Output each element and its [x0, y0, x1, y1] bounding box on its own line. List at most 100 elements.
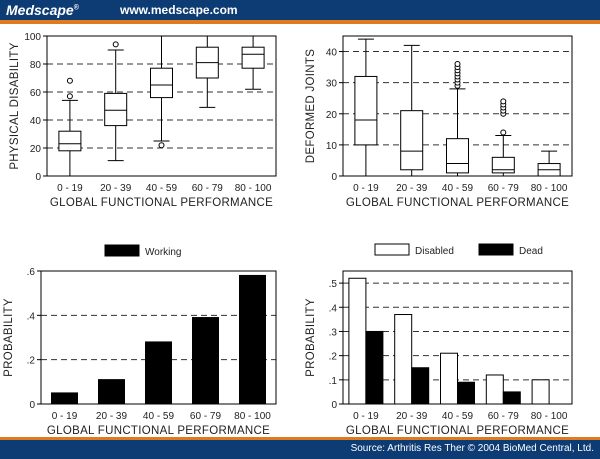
outlier-point: [66, 77, 73, 84]
x-tick-label: 80 - 100: [531, 411, 568, 422]
chart-panel-1: [43, 35, 277, 177]
box-iqr: [150, 67, 173, 99]
y-tick-label: 100: [24, 32, 41, 43]
y-tick-label: 20: [326, 110, 338, 121]
y-tick-label: .2: [27, 356, 36, 367]
y-tick-label: 60: [30, 88, 42, 99]
box-iqr: [104, 92, 128, 127]
y-tick-label: .4: [329, 303, 338, 314]
site-url[interactable]: www.medscape.com: [120, 3, 238, 17]
y-axis-title: PROBABILITY: [3, 298, 15, 377]
header-stripe: [0, 20, 600, 24]
outlier-point: [66, 93, 73, 100]
bar-working: [98, 379, 125, 405]
x-tick-label: 80 - 100: [234, 411, 271, 422]
box-iqr: [491, 156, 515, 174]
bar-dead: [502, 391, 521, 405]
box-iqr: [58, 130, 82, 152]
outlier-point: [112, 41, 119, 48]
plot-frame: [40, 270, 277, 405]
bar-working: [192, 317, 219, 405]
y-tick-label: 40: [326, 48, 338, 59]
plot-frame: [342, 270, 573, 405]
y-tick-label: .4: [27, 311, 36, 322]
outlier-point: [500, 98, 507, 105]
y-axis-title: PHYSICAL DISABILITY: [9, 42, 21, 169]
y-tick-label: 80: [30, 60, 42, 71]
x-tick-label: 60 - 79: [190, 411, 222, 422]
x-tick-label: 60 - 79: [192, 183, 224, 194]
header-bar: Medscape® www.medscape.com: [0, 0, 600, 20]
y-axis-title: DEFORMED JOINTS: [305, 49, 317, 163]
legend-swatch-working: [104, 244, 140, 257]
x-axis-title: GLOBAL FUNCTIONAL PERFORMANCE: [346, 197, 569, 209]
y-tick-label: 20: [30, 144, 42, 155]
bar-working: [51, 392, 78, 405]
bar-disabled: [531, 379, 550, 405]
x-tick-label: 0 - 19: [353, 183, 379, 194]
legend-swatch-dead: [478, 243, 514, 256]
x-tick-label: 40 - 59: [146, 183, 178, 194]
x-tick-label: 20 - 39: [396, 411, 428, 422]
box-iqr: [354, 75, 378, 146]
x-tick-label: 20 - 39: [100, 183, 132, 194]
y-tick-label: .2: [329, 352, 338, 363]
bar-dead: [457, 381, 475, 405]
x-tick-label: 20 - 39: [396, 183, 428, 194]
box-iqr: [241, 46, 265, 69]
x-axis-title: GLOBAL FUNCTIONAL PERFORMANCE: [50, 197, 273, 209]
legend-label-disabled: Disabled: [415, 246, 454, 257]
bar-disabled: [348, 277, 367, 405]
footer-bar: Source: Arthritis Res Ther © 2004 BioMed…: [0, 440, 600, 459]
outlier-point: [500, 129, 507, 136]
box-iqr: [400, 110, 424, 171]
bar-dead: [365, 330, 384, 405]
x-axis-title: GLOBAL FUNCTIONAL PERFORMANCE: [346, 425, 569, 437]
legend-label-dead: Dead: [519, 246, 543, 257]
x-tick-label: 40 - 59: [143, 411, 175, 422]
x-axis-title: GLOBAL FUNCTIONAL PERFORMANCE: [47, 425, 270, 437]
outlier-point: [158, 142, 165, 149]
outlier-point: [454, 61, 461, 67]
x-tick-label: 60 - 79: [488, 411, 520, 422]
x-tick-label: 80 - 100: [531, 183, 568, 194]
plot-frame: [342, 35, 573, 177]
y-tick-label: .6: [27, 267, 36, 278]
y-tick-label: .3: [329, 327, 338, 338]
bar-disabled: [440, 352, 458, 405]
y-tick-label: 0: [331, 172, 337, 183]
plot-frame: [46, 35, 277, 177]
medscape-logo: Medscape®: [6, 2, 79, 18]
bar-working: [239, 274, 266, 405]
x-tick-label: 60 - 79: [488, 183, 520, 194]
y-tick-label: .5: [329, 279, 338, 290]
y-tick-label: 0: [29, 400, 35, 411]
x-tick-label: 40 - 59: [442, 183, 474, 194]
chart-panel-3: [37, 244, 277, 405]
x-tick-label: 0 - 19: [353, 411, 379, 422]
y-tick-label: 10: [326, 141, 338, 152]
legend-swatch-disabled: [374, 243, 410, 256]
x-tick-label: 80 - 100: [235, 183, 272, 194]
footer-stripe: [0, 437, 600, 440]
x-tick-label: 20 - 39: [96, 411, 128, 422]
chart-panel-2: [339, 35, 573, 177]
legend-label-working: Working: [145, 247, 182, 258]
y-tick-label: 0: [331, 400, 337, 411]
y-tick-label: 0: [35, 172, 41, 183]
box-iqr: [446, 138, 469, 174]
chart-panel-4: [339, 243, 573, 405]
bar-dead: [411, 367, 430, 405]
source-credit: Source: Arthritis Res Ther © 2004 BioMed…: [350, 443, 594, 454]
bar-disabled: [485, 374, 504, 405]
bar-working: [145, 341, 172, 405]
x-tick-label: 0 - 19: [52, 411, 78, 422]
y-tick-label: 40: [30, 116, 42, 127]
bar-disabled: [394, 314, 413, 405]
x-tick-label: 0 - 19: [57, 183, 83, 194]
x-tick-label: 40 - 59: [442, 411, 474, 422]
y-axis-title: PROBABILITY: [305, 298, 317, 377]
y-tick-label: .1: [329, 376, 338, 387]
y-tick-label: 30: [326, 79, 338, 90]
